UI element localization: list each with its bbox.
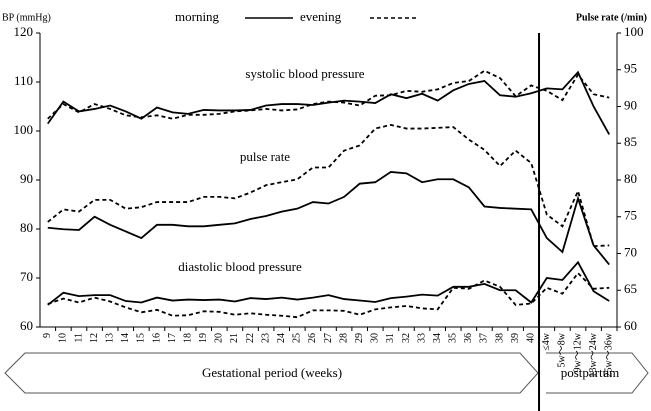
x-tick-label: 32 (401, 333, 412, 343)
x-tick-label: 22 (245, 333, 256, 343)
x-tick-label: 11 (73, 333, 84, 343)
legend-label: morning (175, 9, 220, 24)
group-label: postpartum (561, 365, 620, 380)
x-tick-label: 10 (58, 333, 69, 343)
x-tick-label: 31 (385, 333, 396, 343)
x-tick-label: 19 (198, 333, 209, 343)
series-line (47, 123, 610, 248)
y2-tick-label: 95 (624, 61, 637, 76)
x-tick-label: 40 (526, 333, 537, 343)
x-tick-label: 20 (214, 333, 225, 343)
y2-tick-label: 70 (624, 244, 637, 259)
y2-tick-label: 85 (624, 134, 637, 149)
annotation: pulse rate (240, 149, 290, 164)
x-tick-label: 24 (276, 333, 287, 343)
series-line (47, 260, 610, 306)
y2-axis-label: Pulse rate (/min) (576, 12, 647, 23)
x-tick-label: 13 (104, 333, 115, 343)
annotation: systolic blood pressure (245, 66, 364, 81)
y-tick-label: 120 (14, 24, 34, 39)
y-tick-label: 80 (20, 220, 33, 235)
x-tick-label: 36 (463, 333, 474, 343)
x-tick-label: 27 (323, 333, 334, 343)
x-tick-label: 12 (89, 333, 100, 343)
x-tick-label: 26 (307, 333, 318, 343)
x-tick-label: 39 (510, 333, 521, 343)
y-tick-label: 100 (14, 122, 34, 137)
x-tick-label: 21 (229, 333, 240, 343)
legend-label: evening (300, 9, 342, 24)
x-tick-label: 28 (338, 333, 349, 343)
x-tick-label: 29 (354, 333, 365, 343)
y-tick-label: 70 (20, 269, 33, 284)
y-axis-label: BP (mmHg) (2, 12, 51, 23)
series-line (47, 69, 610, 120)
y-tick-label: 110 (14, 73, 33, 88)
x-tick-label: 37 (479, 333, 490, 343)
annotation: diastolic blood pressure (178, 259, 302, 274)
x-tick-label: 16 (151, 333, 162, 343)
gestational-arrow (4, 352, 539, 394)
x-tick-label: 14 (120, 333, 131, 343)
y-tick-label: 90 (20, 171, 33, 186)
x-tick-label: 30 (370, 333, 381, 343)
y2-tick-label: 75 (624, 208, 637, 223)
group-label: Gestational period (weeks) (202, 365, 342, 380)
x-tick-label: 33 (416, 333, 427, 343)
x-tick-label: 15 (136, 333, 147, 343)
x-tick-label: 34 (432, 333, 443, 343)
x-tick-label: 25 (292, 333, 303, 343)
x-tick-label: 18 (182, 333, 193, 343)
x-tick-label: 35 (448, 333, 459, 343)
y2-tick-label: 65 (624, 281, 637, 296)
x-tick-label: ≤4w (541, 332, 552, 350)
y2-tick-label: 100 (624, 24, 644, 39)
y2-tick-label: 90 (624, 97, 637, 112)
series-line (47, 271, 610, 319)
series-line (47, 170, 610, 266)
y2-tick-label: 60 (624, 318, 637, 333)
x-tick-label: 13w～24w (588, 332, 599, 377)
x-tick-label: 17 (167, 333, 178, 343)
postpartum-arrow (546, 352, 649, 394)
x-tick-label: 38 (494, 333, 505, 343)
x-tick-label: 9w～12w (572, 332, 583, 372)
y2-tick-label: 80 (624, 171, 637, 186)
x-tick-label: 5w～8w (557, 332, 568, 367)
x-tick-label: 9 (42, 333, 53, 338)
x-tick-label: 23 (260, 333, 271, 343)
series-line (47, 70, 610, 135)
y-tick-label: 60 (20, 318, 33, 333)
x-tick-label: 25w～36w (603, 332, 614, 377)
